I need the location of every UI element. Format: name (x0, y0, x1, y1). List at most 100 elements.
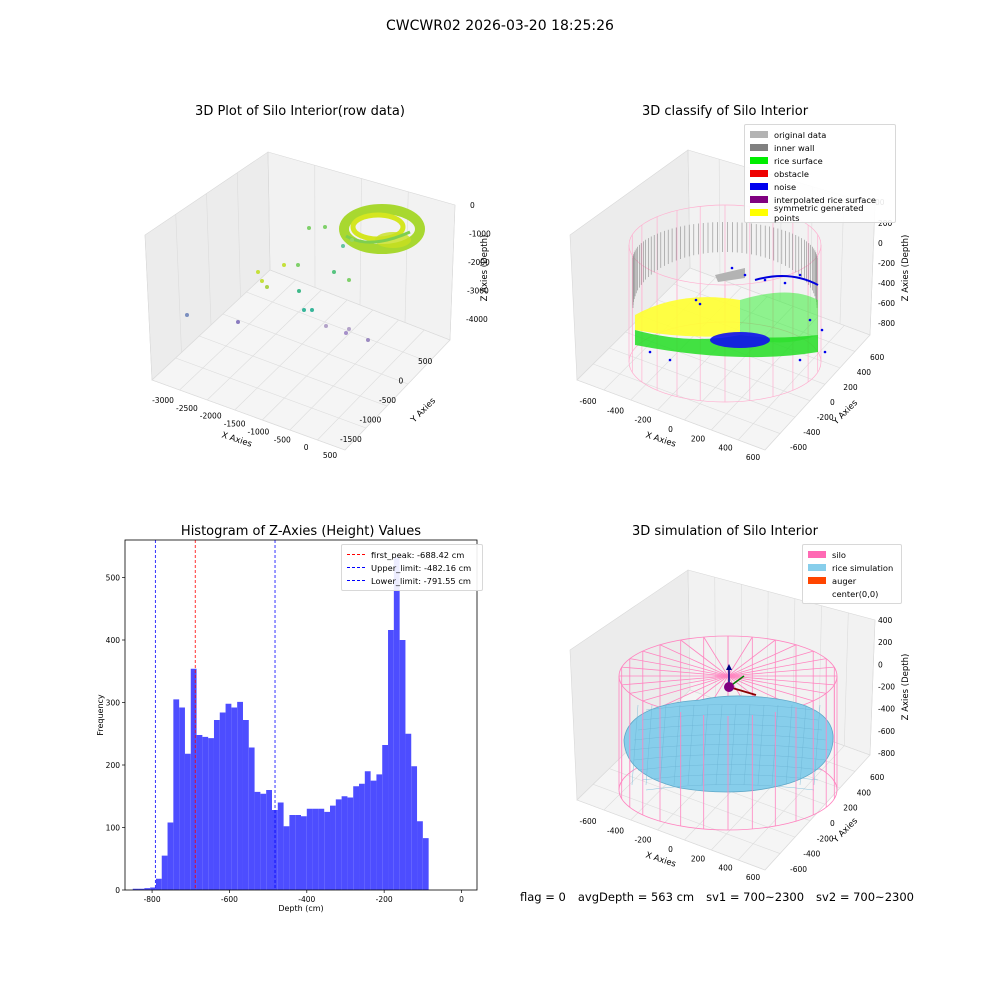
raw-x-tick: 500 (323, 451, 338, 460)
legend-label: auger (832, 575, 857, 586)
classify-legend-item: obstacle (750, 167, 890, 180)
histogram-bar (225, 703, 232, 890)
legend-label: rice surface (774, 155, 823, 166)
histogram-bar (260, 793, 267, 890)
classify-y-tick: 400 (857, 368, 872, 377)
raw-scatter-points (185, 225, 370, 342)
legend-label: silo (832, 549, 847, 560)
histogram-bar (324, 811, 331, 891)
legend-swatch (750, 131, 768, 138)
simulation-z-tick: 200 (878, 638, 893, 647)
histogram-bar (422, 838, 429, 891)
histogram-bar (417, 821, 423, 890)
histogram-ylabel: Frequency (96, 694, 105, 736)
simulation-z-tick: -200 (878, 683, 895, 692)
classify-y-tick: 200 (843, 383, 858, 392)
raw-y-tick: 500 (418, 357, 433, 366)
histogram-chart: -800 -600 -400 -200 0 0 100 200 300 400 500 Depth… (96, 539, 478, 913)
raw-z-tick: -2000 (468, 258, 490, 267)
legend-label: Lower_limit: -791.55 cm (371, 575, 471, 586)
classify-x-tick: 600 (746, 453, 761, 462)
simulation-y-tick: -400 (803, 850, 820, 859)
simulation-x-tick: 600 (746, 873, 761, 882)
histogram-y-tick: 100 (106, 824, 121, 833)
classify-noise-point (698, 302, 702, 306)
simulation-y-tick: -600 (790, 865, 807, 874)
histogram-bar (393, 557, 400, 890)
histogram-bar (254, 791, 261, 891)
histogram-bar (266, 790, 272, 890)
raw-point (366, 338, 370, 342)
legend-label: inner wall (774, 142, 815, 153)
histogram-y-tick: 200 (106, 761, 121, 770)
legend-swatch (808, 577, 826, 584)
classify-x-tick: -400 (607, 406, 624, 415)
histogram-bar (277, 802, 284, 890)
histogram-bar (312, 808, 319, 890)
legend-label: center(0,0) (832, 588, 879, 599)
classify-noise-point (743, 273, 747, 277)
raw-plot-title: 3D Plot of Silo Interior(row data) (195, 104, 405, 119)
histogram-x-tick: -600 (221, 895, 238, 904)
raw-data-ring (339, 204, 425, 254)
legend-label: obstacle (774, 168, 809, 179)
histogram-bar (335, 799, 342, 891)
classify-y-tick: 0 (830, 398, 835, 407)
histogram-bars (132, 557, 429, 891)
histogram-reference-lines (154, 540, 276, 890)
histogram-bar (347, 797, 354, 890)
classify-z-tick: 200 (878, 219, 893, 228)
simulation-z-tick: -800 (878, 749, 895, 758)
histogram-legend-item: Upper_limit: -482.16 cm (347, 561, 477, 574)
histogram-bar (411, 766, 418, 890)
histogram-bar (202, 736, 209, 891)
status-flag: flag = 0 (520, 890, 566, 904)
classify-noise-point (648, 350, 652, 354)
classify-y-tick: -400 (803, 428, 820, 437)
classify-noise-point (668, 358, 672, 362)
legend-swatch (808, 551, 826, 558)
legend-label: interpolated rice surface (774, 194, 877, 205)
simulation-y-tick: 0 (830, 819, 835, 828)
simulation-zlabel: Z Axies (Depth) (901, 654, 911, 721)
simulation-3d-plot: -600 -400 -200 0 200 400 600 600 400 200 0 -200 -40… (569, 569, 911, 882)
legend-swatch (750, 196, 768, 203)
histogram-legend: first_peak: -688.42 cm Upper_limit: -482.… (341, 544, 483, 591)
histogram-bar (167, 822, 174, 890)
raw-x-tick: -1000 (248, 427, 270, 436)
status-sv1: sv1 = 700~2300 (706, 890, 805, 904)
raw-point (347, 327, 351, 331)
raw-x-tick: -2000 (200, 412, 222, 421)
raw-x-tick: -1500 (224, 420, 246, 429)
histogram-bar (318, 808, 325, 890)
simulation-plot-title: 3D simulation of Silo Interior (632, 524, 818, 539)
legend-line (347, 554, 365, 555)
raw-point (323, 225, 327, 229)
simulation-z-tick: 0 (878, 660, 883, 669)
legend-label: noise (774, 181, 797, 192)
histogram-bar (248, 747, 255, 890)
histogram-bar (190, 668, 197, 890)
legend-swatch (750, 144, 768, 151)
classify-legend-item: symmetric generated points (750, 203, 890, 223)
histogram-bar (382, 745, 389, 890)
classify-noise-point (730, 266, 734, 270)
raw-z-tick: 0 (470, 201, 475, 210)
raw-point (265, 285, 269, 289)
classify-noise-points (648, 266, 827, 362)
simulation-x-tick: -400 (607, 826, 624, 835)
legend-label: original data (774, 129, 827, 140)
classify-surfaces (635, 268, 819, 358)
histogram-bar (155, 878, 162, 890)
simulation-legend-item: silo (808, 548, 896, 561)
histogram-bar (184, 753, 191, 890)
histogram-bar (295, 815, 301, 890)
classify-z-tick: -200 (878, 259, 895, 268)
histogram-bar (196, 735, 203, 890)
legend-swatch (750, 183, 768, 190)
classify-zlabel: Z Axies (Depth) (901, 235, 911, 302)
raw-point (347, 278, 351, 282)
simulation-y-tick: 400 (857, 788, 872, 797)
histogram-y-tick: 0 (115, 886, 120, 895)
histogram-bar (219, 712, 226, 890)
